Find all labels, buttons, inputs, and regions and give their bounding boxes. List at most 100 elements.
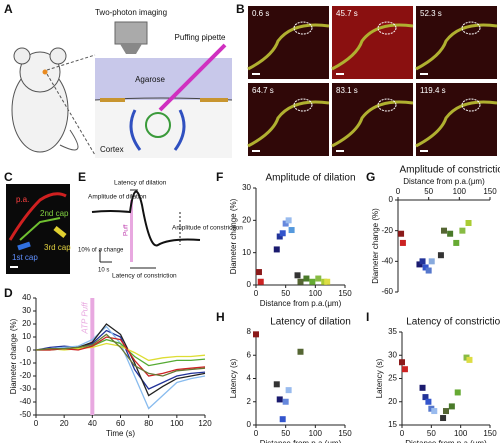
point [285, 387, 292, 394]
x-tick-label: 100 [454, 429, 468, 438]
point [276, 233, 283, 240]
micrograph-label: 1st cap [12, 253, 38, 262]
micrograph: p.a. 1st cap 2nd cap 3rd cap [6, 184, 71, 274]
x-tick-label: 50 [281, 429, 290, 438]
roi [377, 21, 397, 35]
zoom-line [46, 73, 96, 156]
point [419, 258, 426, 265]
capillary [19, 217, 61, 241]
y-axis-label: Latency (s) [375, 358, 384, 398]
mouse-tail [59, 129, 79, 151]
x-axis-label: Time (s) [106, 429, 135, 438]
point [443, 408, 449, 415]
schematic-label: Puffing pipette [174, 33, 226, 42]
point [282, 398, 289, 405]
time-label: 45.7 s [336, 9, 358, 18]
point [309, 278, 316, 285]
y-axis-label: Diameter change (%) [229, 198, 238, 274]
vessel [415, 100, 498, 148]
point [459, 227, 466, 234]
pipette [158, 43, 227, 112]
scale-bar [252, 150, 260, 152]
annotation: ATP Puff [80, 302, 89, 335]
x-axis-label: Distance from p.a.(μm) [405, 439, 487, 443]
frame [416, 6, 497, 79]
point [431, 408, 438, 415]
objective-tip [120, 44, 142, 54]
capillary [17, 241, 31, 251]
schematic: Two-photon imaging Puffing pipette Agaro… [11, 8, 233, 158]
x-tick-label: 0 [34, 419, 39, 428]
time-label: 0.6 s [252, 9, 269, 18]
vessel [247, 100, 330, 148]
x-tick-label: 40 [88, 419, 97, 428]
puff-band [130, 200, 133, 262]
objective [114, 21, 148, 45]
x-tick-label: 150 [338, 429, 352, 438]
schematic-label: Cortex [100, 145, 124, 154]
y-tick-label: 10 [242, 248, 251, 257]
trace-label: Latency of constriction [112, 273, 177, 280]
point [422, 394, 429, 401]
panel-label: F [216, 170, 223, 184]
scale-bar [10, 266, 18, 268]
y-tick-label: -20 [381, 226, 393, 235]
y-tick-label: 40 [22, 293, 31, 302]
point [465, 220, 472, 226]
series-line [35, 325, 206, 410]
y-tick-label: -40 [381, 256, 393, 265]
point [422, 264, 429, 271]
point [276, 396, 283, 403]
y-axis-label: Diameter change (%) [371, 208, 380, 284]
y-tick-label: 4 [247, 374, 252, 383]
x-tick-label: 100 [170, 419, 184, 428]
point [398, 230, 405, 237]
x-tick-label: 120 [198, 419, 212, 428]
x-tick-label: 150 [483, 429, 497, 438]
micrograph-label: 3rd cap [44, 243, 71, 252]
x-tick-label: 100 [309, 289, 323, 298]
trace [91, 190, 201, 247]
y-axis-label: Diameter change (%) [9, 318, 18, 394]
point [437, 252, 444, 259]
x-tick-label: 0 [254, 429, 259, 438]
point [454, 389, 461, 396]
point [466, 356, 473, 363]
bone [200, 98, 228, 102]
trace-label: Amplitude of dilation [88, 194, 147, 201]
x-tick-label: 50 [427, 429, 436, 438]
point [399, 359, 405, 366]
y-tick-label: 30 [242, 183, 251, 192]
time-label: 83.1 s [336, 86, 358, 95]
panel-label: A [4, 2, 13, 16]
x-axis-label: Distance from p.a.(μm) [260, 439, 342, 443]
mouse-head [19, 51, 61, 93]
roi [293, 98, 313, 112]
y-tick-label: 20 [242, 215, 251, 224]
roi [461, 21, 481, 35]
scale-bar [252, 73, 260, 75]
point [303, 275, 310, 282]
panel-label: C [4, 170, 13, 184]
x-tick-label: 150 [483, 187, 497, 196]
point [279, 416, 286, 423]
micrograph-label: p.a. [16, 195, 29, 204]
point [453, 239, 460, 246]
chart-title: Amplitude of dilation [265, 173, 355, 184]
trace-schematic: Latency of dilation Amplitude of dilatio… [78, 180, 243, 280]
time-label: 119.4 s [420, 86, 446, 95]
panel-label: G [366, 170, 375, 184]
point [255, 269, 262, 276]
point [447, 230, 454, 237]
mouse-ear [49, 47, 67, 65]
x-axis-label: Distance from p.a.(μm) [403, 177, 485, 186]
point [315, 275, 322, 282]
y-tick-label: -20 [19, 371, 31, 380]
point [419, 384, 426, 391]
point [297, 348, 304, 355]
schematic-label: Agarose [135, 75, 165, 84]
roi [293, 21, 313, 35]
roi [461, 98, 481, 112]
y-tick-label: 0 [27, 345, 32, 354]
